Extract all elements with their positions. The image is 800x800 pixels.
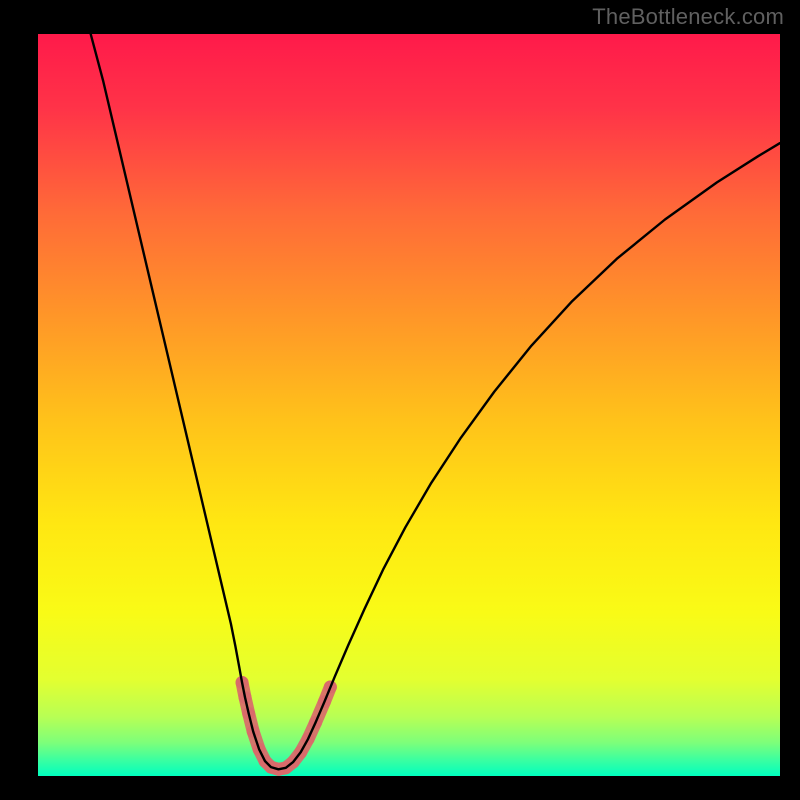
curve-svg [38, 34, 780, 776]
watermark-text: TheBottleneck.com [592, 4, 784, 30]
bottleneck-curve [91, 34, 780, 769]
plot-area [38, 34, 780, 776]
